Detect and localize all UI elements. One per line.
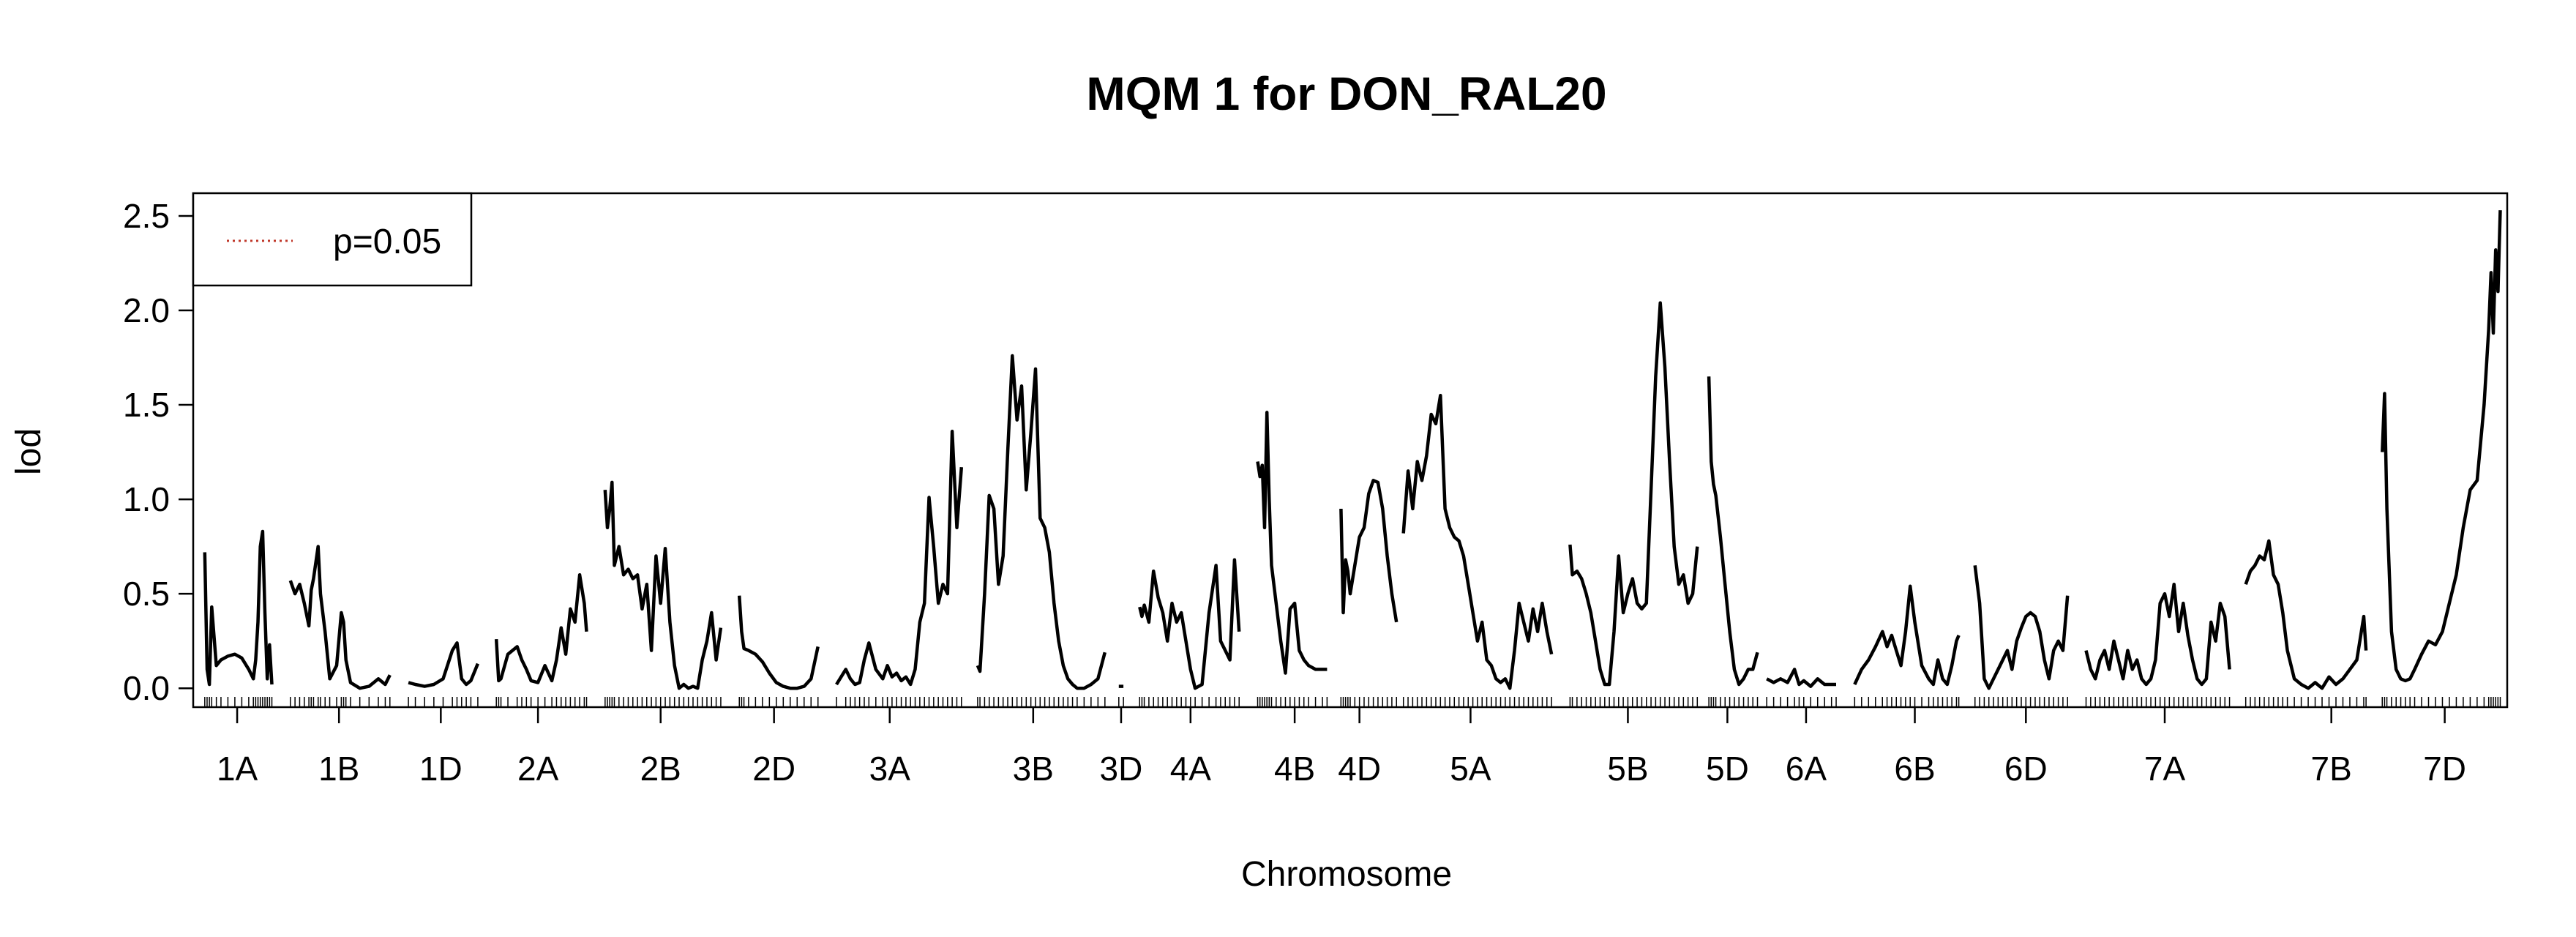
x-tick-label: 4A <box>1170 750 1212 788</box>
x-tick-label: 7B <box>2311 750 2352 788</box>
lod-curve-6B <box>1853 584 1961 687</box>
lod-curve-4D <box>1339 479 1399 623</box>
x-tick-label: 4B <box>1274 750 1315 788</box>
lod-curve-5D <box>1707 376 1759 687</box>
lod-curve-4A <box>1138 558 1241 690</box>
legend-label: p=0.05 <box>333 223 441 261</box>
x-tick-label: 7A <box>2144 750 2186 788</box>
y-tick-label: 1.5 <box>123 386 170 424</box>
y-tick-label: 0.0 <box>123 669 170 707</box>
marker-rug <box>204 697 2501 707</box>
x-tick-label: 3B <box>1013 750 1054 788</box>
x-tick-label: 7D <box>2423 750 2466 788</box>
legend: p=0.05 <box>192 192 473 287</box>
legend-box <box>192 192 473 287</box>
lod-curve-6D <box>1973 565 2070 690</box>
lod-curve-6A <box>1766 668 1836 688</box>
x-tick-label: 6B <box>1894 750 1935 788</box>
x-tick-label: 2D <box>752 750 795 788</box>
lod-curve-7B <box>2244 539 2368 690</box>
lod-curve-5B <box>1568 301 1699 687</box>
y-tick-label: 2.0 <box>123 291 170 329</box>
lod-curve-2D <box>737 595 820 690</box>
x-tick-label: 6A <box>1786 750 1827 788</box>
x-tick-label: 5B <box>1607 750 1648 788</box>
lod-curve-3A <box>835 429 964 687</box>
x-tick-label: 1A <box>217 750 258 788</box>
x-tick-label: 1B <box>318 750 359 788</box>
x-axis: 1A 1B 1D 2A 2B 2D 3A 3B 3D 4A 4B 4D 5A 5B 5D 6A 6B 6D 7A 7B… <box>217 707 2466 788</box>
y-tick-label: 0.5 <box>123 575 170 613</box>
x-tick-label: 3A <box>869 750 911 788</box>
y-tick-label: 1.0 <box>123 480 170 518</box>
lod-curve-2B <box>603 480 723 690</box>
x-tick-label: 6D <box>2004 750 2048 788</box>
y-tick-label: 2.5 <box>123 197 170 235</box>
x-tick-label: 2B <box>640 750 681 788</box>
lod-curve-4B <box>1256 411 1328 675</box>
chart-title: MQM 1 for DON_RAL20 <box>1086 67 1606 120</box>
lod-curve-1A <box>203 529 274 687</box>
lod-curve-1B <box>288 545 392 690</box>
lod-curve-7D <box>2381 210 2502 683</box>
lod-curve-1D <box>408 641 479 688</box>
x-tick-label: 4D <box>1338 750 1381 788</box>
y-axis-label: lod <box>10 428 48 475</box>
x-tick-label: 3D <box>1100 750 1143 788</box>
lod-curve-2A <box>494 573 588 684</box>
y-axis: 0.0 0.5 1.0 1.5 2.0 2.5 <box>123 197 193 707</box>
lod-curves <box>203 210 2502 690</box>
lod-curve-7A <box>2084 582 2231 687</box>
x-axis-label: Chromosome <box>1241 855 1452 894</box>
x-tick-label: 5A <box>1450 750 1491 788</box>
lod-curve-3B <box>976 354 1107 690</box>
x-tick-label: 2A <box>517 750 559 788</box>
x-tick-label: 1D <box>419 750 463 788</box>
x-tick-label: 5D <box>1706 750 1749 788</box>
lod-curve-5A <box>1401 393 1554 690</box>
